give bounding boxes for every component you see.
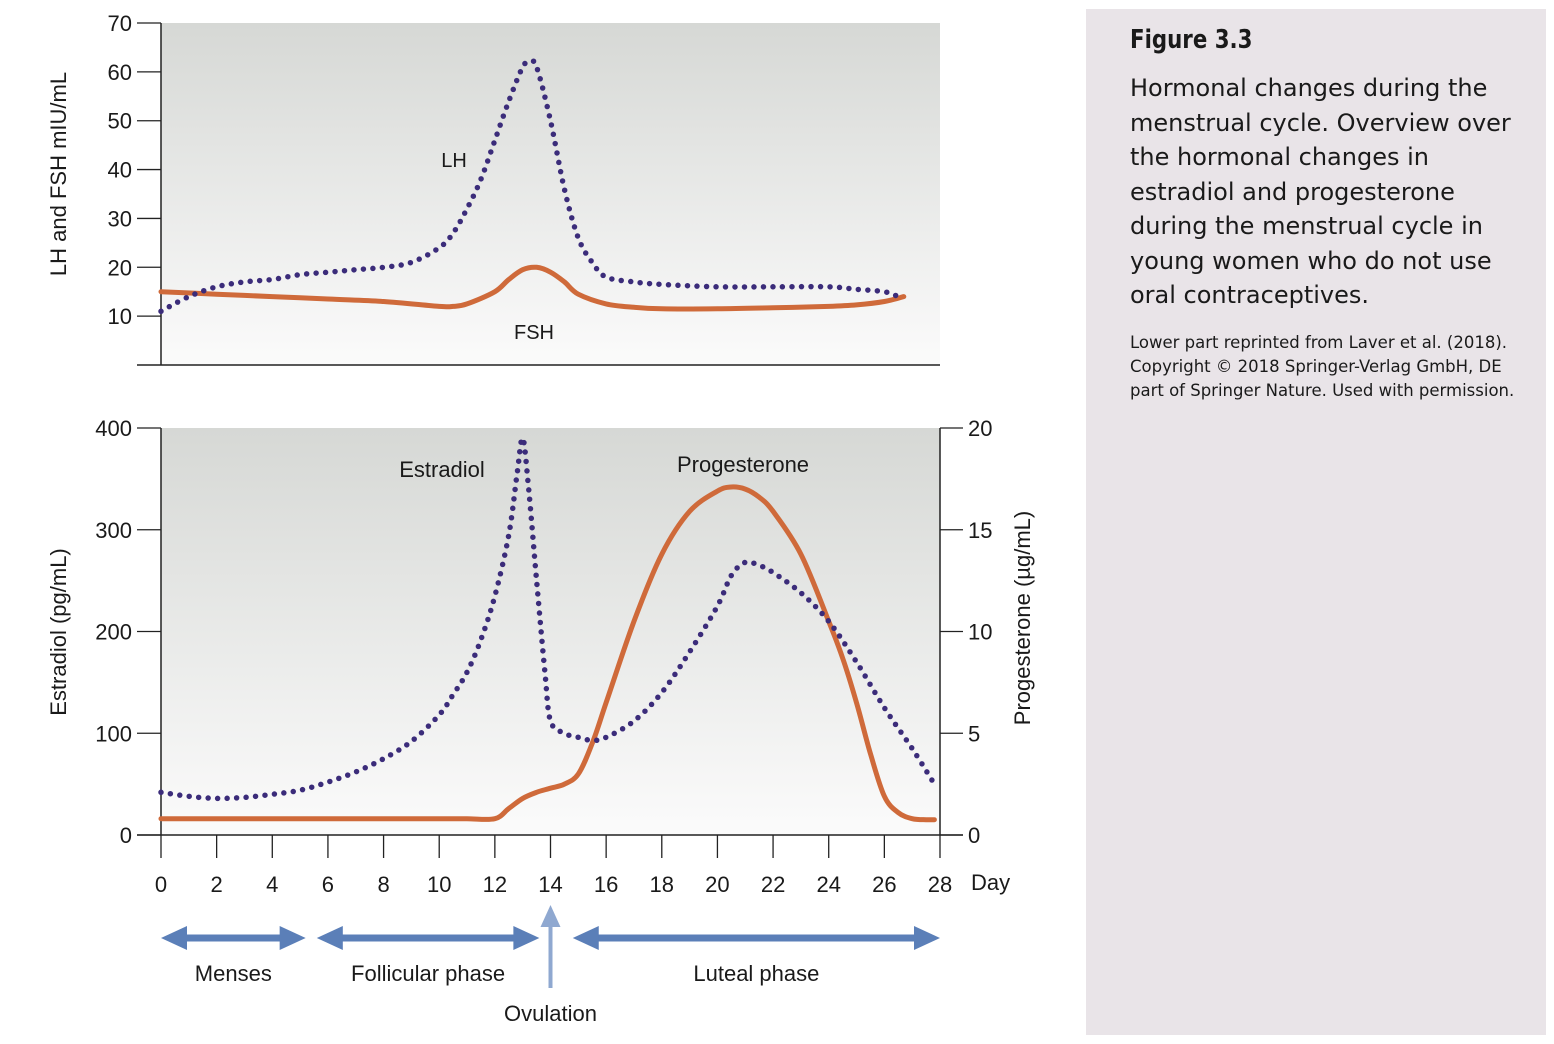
phase-label: Luteal phase <box>693 961 819 986</box>
phase-arrow-head-left <box>316 926 343 950</box>
phase-arrow-head-right <box>513 926 540 950</box>
estradiol-y-tick-label: 300 <box>95 518 132 543</box>
cycle-phases: Menses Follicular phase Luteal phase Ovulat… <box>161 905 940 1026</box>
phase-label: Follicular phase <box>351 961 505 986</box>
phase-label: Menses <box>195 961 272 986</box>
top-plot-background <box>161 23 940 365</box>
fsh-annotation: FSH <box>514 322 554 344</box>
ovulation-marker: Ovulation <box>504 905 597 1026</box>
phase-arrow-head-left <box>572 926 599 950</box>
top-y-tick-label: 20 <box>108 255 132 280</box>
estradiol-y-axis: 0 100 200 300 400 <box>95 416 161 848</box>
day-tick-label: 16 <box>594 872 618 897</box>
progesterone-y-tick-label: 0 <box>968 823 980 848</box>
bottom-series-group <box>158 435 938 823</box>
progesterone-annotation: Progesterone <box>677 452 809 477</box>
day-tick-label: 10 <box>427 872 451 897</box>
top-y-axis-label: LH and FSH mIU/mL <box>46 72 71 276</box>
day-tick-label: 2 <box>211 872 223 897</box>
phase-arrow-head-left <box>161 926 187 950</box>
progesterone-line <box>158 484 937 823</box>
phase-arrow-luteal-phase: Luteal phase <box>572 926 940 986</box>
day-tick-label: 12 <box>483 872 507 897</box>
figure-caption: Hormonal changes during the menstrual cy… <box>1130 74 1511 309</box>
fsh-line <box>158 264 907 312</box>
top-series-group <box>158 58 907 315</box>
top-y-tick-label: 70 <box>108 11 132 36</box>
estradiol-annotation: Estradiol <box>399 457 485 482</box>
phase-arrow-head-right <box>914 926 940 950</box>
ovulation-arrow-head <box>540 905 561 927</box>
day-tick-label: 20 <box>705 872 729 897</box>
estradiol-y-tick-label: 200 <box>95 620 132 645</box>
top-y-tick-label: 30 <box>108 206 132 231</box>
day-tick-label: 4 <box>266 872 278 897</box>
day-axis-label: Day <box>971 870 1010 895</box>
phase-arrow-menses: Menses <box>161 926 306 986</box>
progesterone-y-tick-label: 10 <box>968 620 992 645</box>
progesterone-y-axis: 0 5 10 15 20 <box>940 416 992 848</box>
day-tick-label: 18 <box>650 872 674 897</box>
figure-title: Figure 3.3 <box>1130 25 1253 55</box>
day-tick-label: 6 <box>322 872 334 897</box>
day-tick-label: 0 <box>155 872 167 897</box>
progesterone-y-tick-label: 5 <box>968 721 980 746</box>
ovulation-label: Ovulation <box>504 1001 597 1026</box>
day-tick-label: 26 <box>872 872 896 897</box>
lh-annotation: LH <box>441 150 467 172</box>
estradiol-axis-label: Estradiol (pg/mL) <box>46 548 71 716</box>
day-tick-label: 14 <box>538 872 562 897</box>
top-y-tick-label: 50 <box>108 109 132 134</box>
estradiol-line <box>158 435 938 802</box>
progesterone-y-tick-label: 20 <box>968 416 992 441</box>
progesterone-y-tick-label: 15 <box>968 518 992 543</box>
lh-line <box>158 58 902 315</box>
bottom-plot-background <box>161 428 940 835</box>
estradiol-y-tick-label: 100 <box>95 721 132 746</box>
estradiol-y-tick-label: 0 <box>120 823 132 848</box>
figure-credit: Lower part reprinted from Laver et al. (… <box>1130 333 1515 400</box>
day-tick-label: 24 <box>816 872 840 897</box>
estradiol-y-tick-label: 400 <box>95 416 132 441</box>
top-y-tick-label: 40 <box>108 158 132 183</box>
caption-panel: Figure 3.3 Hormonal changes during the m… <box>1086 9 1546 1035</box>
day-tick-label: 8 <box>377 872 389 897</box>
top-y-tick-label: 60 <box>108 60 132 85</box>
day-tick-label: 22 <box>761 872 785 897</box>
phase-arrow-head-right <box>279 926 306 950</box>
top-y-axis: 10 20 30 40 50 60 70 <box>108 11 161 329</box>
progesterone-axis-label: Progesterone (µg/mL) <box>1010 511 1035 725</box>
day-x-axis: 0 2 4 6 8 10 12 14 16 18 20 22 24 26 28 <box>155 835 952 897</box>
top-y-tick-label: 10 <box>108 304 132 329</box>
phase-arrow-follicular-phase: Follicular phase <box>316 926 540 986</box>
day-tick-label: 28 <box>928 872 952 897</box>
